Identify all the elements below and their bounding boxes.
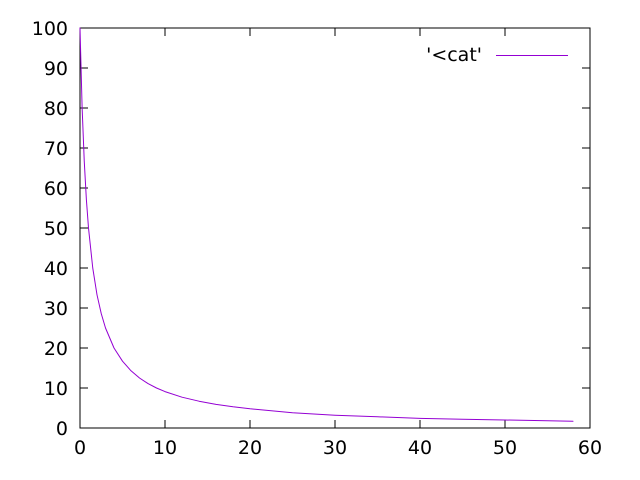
y-axis-tick-label: 20 bbox=[44, 338, 68, 360]
x-axis-tick-label: 30 bbox=[323, 437, 347, 459]
plot-border bbox=[79, 27, 591, 429]
x-axis-tick-label: 20 bbox=[238, 437, 262, 459]
y-axis-tick-label: 80 bbox=[44, 98, 68, 120]
x-axis-tick-label: 10 bbox=[153, 437, 177, 459]
y-axis-tick-label: 10 bbox=[44, 378, 68, 400]
legend-line-sample bbox=[496, 55, 568, 56]
x-axis-tick-label: 40 bbox=[408, 437, 432, 459]
legend: '<cat' bbox=[426, 46, 568, 65]
y-axis-tick-label: 30 bbox=[44, 298, 68, 320]
x-axis-tick-label: 0 bbox=[74, 437, 86, 459]
legend-label: '<cat' bbox=[426, 44, 482, 66]
y-axis-tick-label: 50 bbox=[44, 218, 68, 240]
y-axis-tick-label: 70 bbox=[44, 138, 68, 160]
plot-line bbox=[79, 27, 574, 422]
x-axis-tick-label: 60 bbox=[578, 437, 602, 459]
y-axis-tick-label: 0 bbox=[56, 418, 68, 440]
y-axis-tick-label: 40 bbox=[44, 258, 68, 280]
y-axis-tick-label: 100 bbox=[32, 18, 68, 40]
y-axis-tick-label: 90 bbox=[44, 58, 68, 80]
y-axis-tick-label: 60 bbox=[44, 178, 68, 200]
x-axis-tick-label: 50 bbox=[493, 437, 517, 459]
